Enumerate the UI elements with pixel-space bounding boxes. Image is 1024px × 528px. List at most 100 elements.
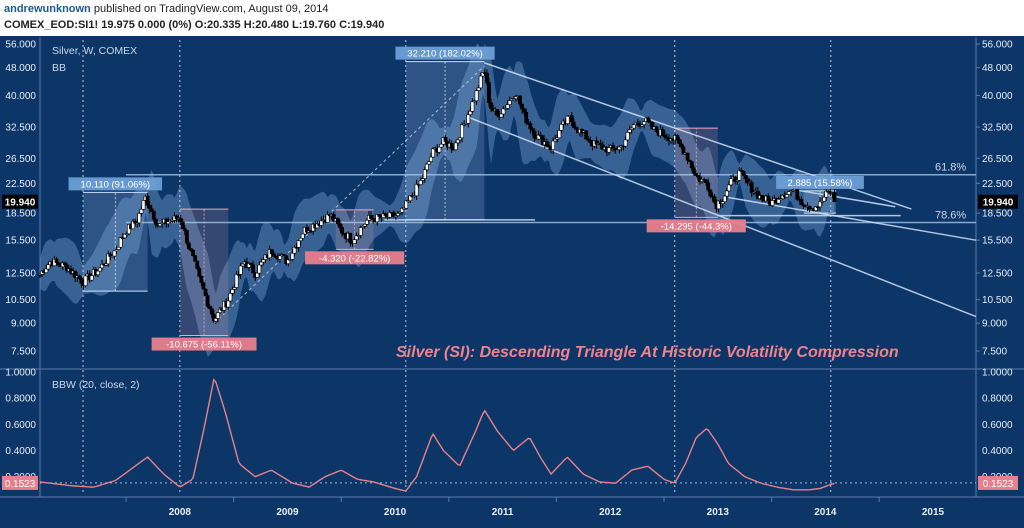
- trend-line: [470, 117, 977, 318]
- candle-up: [470, 101, 475, 112]
- price-tick-label-right: 9.000: [982, 319, 1007, 330]
- range-label-box: [151, 337, 257, 351]
- price-tick-label-right: 56.000: [982, 40, 1013, 51]
- candle-up: [352, 239, 357, 244]
- candle-down: [766, 195, 771, 201]
- candle-down: [611, 145, 616, 149]
- price-chart[interactable]: 61.8% 78.6% 10.110 (91.06%) -10.675 (-56.1…: [0, 36, 1024, 528]
- time-tick-label: 2015: [922, 507, 945, 518]
- candle-down: [681, 146, 686, 155]
- price-tick-label-right: 32.500: [982, 123, 1013, 134]
- candle-down: [760, 195, 764, 200]
- indicator-tick-label-right: 0.8000: [982, 394, 1013, 405]
- price-tick-label-left: 7.500: [11, 347, 36, 358]
- price-tick-label-left: 22.500: [5, 179, 36, 190]
- candle-up: [439, 143, 444, 148]
- bollinger-band: [40, 43, 835, 357]
- candle-down: [56, 262, 61, 266]
- candle-up: [261, 259, 266, 263]
- publisher-line: andrewunknown published on TradingView.c…: [4, 3, 328, 15]
- indicator-pane: [40, 369, 976, 497]
- candle-up: [89, 275, 94, 281]
- candle-down: [704, 179, 709, 184]
- price-tick-label-left: 9.000: [11, 319, 36, 330]
- candle-down: [675, 135, 680, 140]
- candle-up: [437, 146, 442, 153]
- candle-up: [46, 264, 51, 270]
- candle-up: [116, 246, 121, 250]
- candle-down: [677, 139, 682, 145]
- candle-down: [191, 249, 196, 257]
- candle-down: [588, 140, 593, 143]
- author-link[interactable]: andrewunknown: [4, 3, 91, 15]
- candle-down: [679, 143, 684, 148]
- fib-label: 78.6%: [935, 210, 966, 222]
- candle-up: [617, 146, 622, 150]
- price-tick-label-right: 10.500: [982, 295, 1013, 306]
- candle-up: [118, 237, 123, 248]
- candle-up: [255, 272, 260, 278]
- candle-up: [557, 130, 562, 139]
- range-label: 2.885 (15.58%): [788, 178, 853, 189]
- candle-up: [453, 142, 458, 151]
- candle-down: [654, 126, 659, 132]
- candle-down: [187, 242, 191, 250]
- candle-down: [201, 282, 206, 290]
- ticker-symbol[interactable]: COMEX_EOD:SI1!: [4, 19, 99, 31]
- candle-up: [137, 213, 142, 224]
- symbol-label: Silver, W, COMEX: [52, 45, 137, 57]
- candle-up: [456, 139, 460, 144]
- candle-down: [331, 214, 336, 222]
- range-labels: 10.110 (91.06%) -10.675 (-56.11%) -4.320 (…: [68, 46, 864, 351]
- candle-up: [422, 169, 427, 179]
- candle-up: [607, 147, 611, 153]
- range-label-box: [776, 175, 864, 189]
- quote-values: 19.975 0.000 (0%) O:20.335 H:20.480 L:19…: [101, 19, 385, 31]
- candle-down: [685, 152, 690, 161]
- candle-up: [507, 100, 512, 105]
- candle-down: [484, 72, 489, 83]
- candle-up: [565, 115, 570, 124]
- price-tick-label-right: 18.500: [982, 209, 1013, 220]
- candle-down: [145, 195, 150, 206]
- range-box: [179, 209, 229, 336]
- candle-up: [278, 255, 282, 260]
- candle-up: [400, 207, 404, 213]
- range-label: -14.295 (-44.3%): [661, 221, 732, 232]
- range-label-box: [305, 251, 405, 265]
- candle-up: [114, 249, 119, 252]
- candle-up: [298, 237, 303, 242]
- candle-up: [213, 318, 218, 322]
- candle-down: [530, 128, 535, 132]
- indicator-tick-label-right: 0.6000: [982, 420, 1013, 431]
- candle-up: [824, 190, 829, 198]
- candle-up: [501, 108, 506, 115]
- candle-up: [642, 121, 647, 125]
- candle-down: [569, 115, 574, 123]
- candle-up: [787, 191, 791, 195]
- indicator-tick-label-left: 0.6000: [5, 420, 36, 431]
- candle-up: [458, 137, 462, 141]
- published-text: published on TradingView.com, August 09,…: [93, 3, 329, 15]
- time-tick-label: 2013: [707, 507, 730, 518]
- fib-label: 61.8%: [935, 162, 966, 174]
- candle-up: [418, 180, 423, 185]
- indicator-badge-text-left: 0.1523: [5, 479, 36, 490]
- range-label: -4.320 (-22.82%): [319, 253, 390, 264]
- indicator-tick-label-right: 0.4000: [982, 446, 1013, 457]
- candle-up: [623, 139, 628, 147]
- price-tick-label-right: 40.000: [982, 91, 1013, 102]
- candle-down: [348, 233, 353, 243]
- range-label: 32.210 (182.02%): [407, 49, 483, 60]
- candles: [38, 68, 837, 324]
- price-tick-label-right: 22.500: [982, 179, 1013, 190]
- price-tick-label-left: 48.000: [5, 63, 36, 74]
- candle-up: [141, 200, 146, 210]
- candle-down: [251, 264, 256, 274]
- candle-down: [712, 196, 717, 203]
- candle-up: [230, 289, 235, 294]
- time-tick-label: 2008: [169, 507, 192, 518]
- candle-down: [743, 174, 748, 179]
- candle-down: [524, 111, 529, 124]
- candle-up: [724, 190, 729, 197]
